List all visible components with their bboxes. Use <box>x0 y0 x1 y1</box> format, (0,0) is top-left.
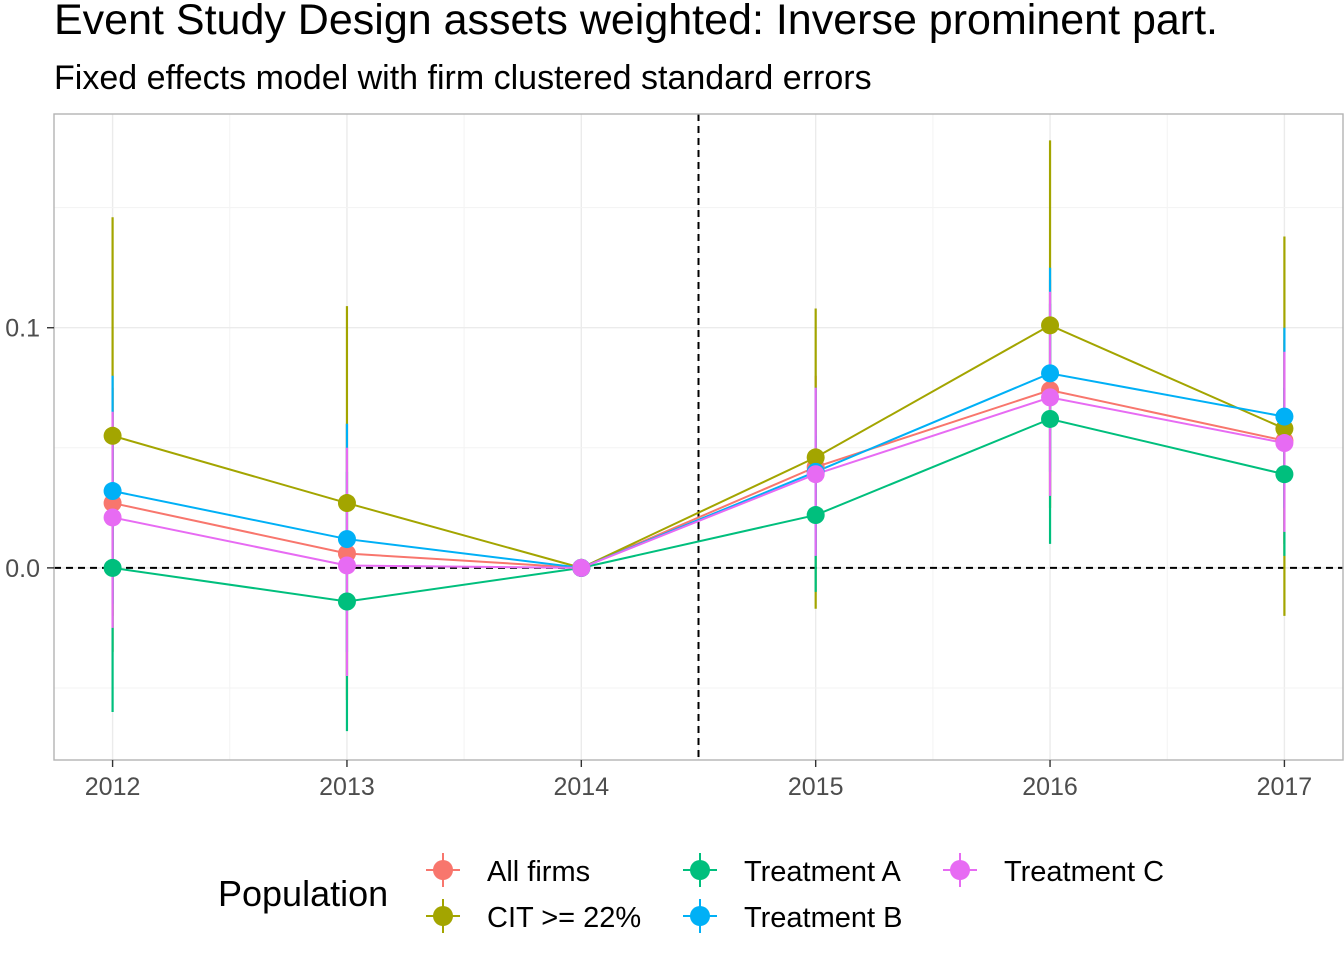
legend-item-treatment-c: Treatment C <box>943 853 1164 888</box>
data-point-treatment-c <box>572 558 591 577</box>
y-tick-label: 0.1 <box>5 315 40 343</box>
data-point-treatment-c <box>337 556 356 575</box>
legend-key-point <box>433 906 453 926</box>
series-points <box>103 316 1294 611</box>
x-tick-label: 2013 <box>319 773 375 801</box>
legend-title: Population <box>218 873 388 914</box>
x-tick-label: 2014 <box>554 773 610 801</box>
data-point-cit-22 <box>337 494 356 513</box>
data-point-treatment-b <box>103 482 122 501</box>
legend-label: Treatment C <box>1004 856 1164 888</box>
legend-item-all-firms: All firms <box>426 853 590 888</box>
legend: Population All firms CIT >= 22% Treatment A… <box>218 853 1164 934</box>
reference-lines <box>54 114 1343 760</box>
data-point-treatment-a <box>337 592 356 611</box>
data-point-treatment-c <box>1041 388 1060 407</box>
legend-item-treatment-b: Treatment B <box>683 899 902 934</box>
data-point-treatment-a <box>1041 409 1060 428</box>
data-point-treatment-c <box>103 508 122 527</box>
series-lines <box>112 324 1285 603</box>
legend-item-treatment-a: Treatment A <box>683 853 902 888</box>
data-point-cit-22 <box>1041 316 1060 335</box>
x-tick-label: 2016 <box>1022 773 1078 801</box>
data-point-cit-22 <box>103 426 122 445</box>
legend-key-point <box>690 906 710 926</box>
data-point-treatment-b <box>1041 364 1060 383</box>
x-axis-ticks: 2012 2013 2014 2015 2016 2017 <box>85 760 1312 801</box>
x-tick-label: 2012 <box>85 773 141 801</box>
panel-border <box>53 113 1344 761</box>
series-line-treatment-a <box>112 417 1285 603</box>
legend-key-point <box>950 860 970 880</box>
chart-subtitle: Fixed effects model with firm clustered … <box>54 59 872 97</box>
data-point-treatment-a <box>103 558 122 577</box>
y-tick-label: 0.0 <box>5 555 40 583</box>
data-point-treatment-a <box>1275 465 1294 484</box>
legend-label: CIT >= 22% <box>487 902 641 934</box>
legend-key-point <box>690 860 710 880</box>
x-tick-label: 2017 <box>1257 773 1313 801</box>
legend-label: All firms <box>487 856 590 888</box>
series-line-treatment-b <box>112 372 1285 569</box>
data-point-treatment-a <box>806 506 825 525</box>
data-point-treatment-b <box>337 530 356 549</box>
series-line-cit-22 <box>112 324 1285 569</box>
y-axis-ticks: 0.0 0.1 <box>5 315 54 583</box>
plot-panel-border <box>53 113 1344 761</box>
data-point-treatment-b <box>1275 407 1294 426</box>
series-line-treatment-c <box>112 396 1285 569</box>
legend-label: Treatment B <box>744 902 902 934</box>
chart-title: Event Study Design assets weighted: Inve… <box>54 0 1219 44</box>
data-point-treatment-c <box>1275 434 1294 453</box>
data-point-treatment-c <box>806 465 825 484</box>
legend-label: Treatment A <box>744 856 902 888</box>
series-line-all-firms <box>112 389 1285 569</box>
data-point-cit-22 <box>806 448 825 467</box>
legend-item-cit-22: CIT >= 22% <box>426 899 641 934</box>
x-tick-label: 2015 <box>788 773 844 801</box>
legend-key-point <box>433 860 453 880</box>
